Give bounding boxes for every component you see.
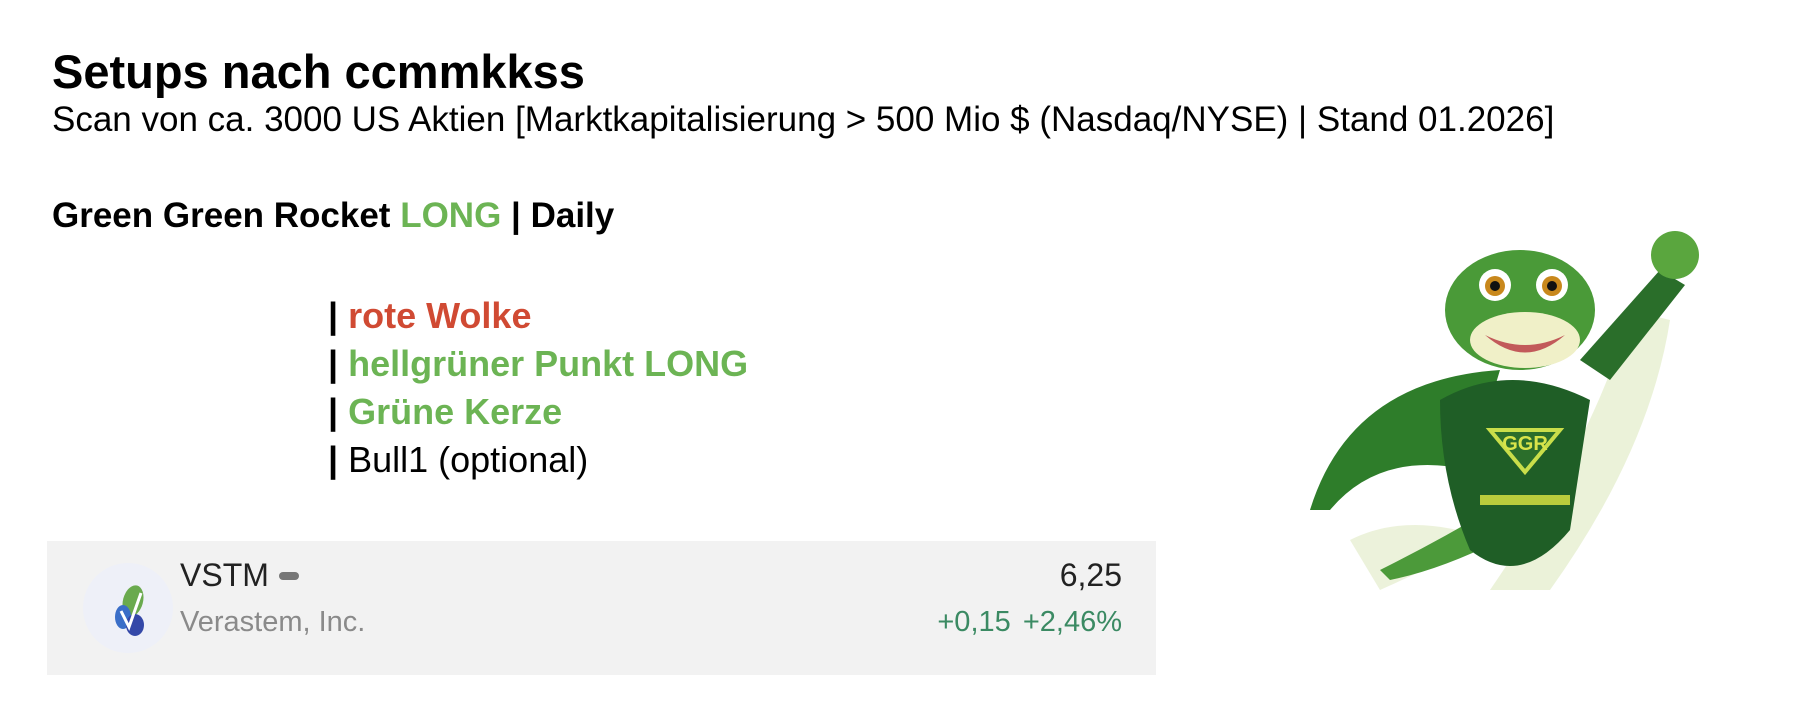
criteria-bar: | xyxy=(328,343,339,384)
mascot-badge-text: GGR xyxy=(1502,433,1548,455)
criteria-bar: | xyxy=(328,295,339,336)
change-absolute: +0,15 xyxy=(937,606,1011,638)
setup-heading: Green Green Rocket LONG | Daily xyxy=(52,196,614,236)
criteria-item: | hellgrüner Punkt LONG xyxy=(328,340,748,388)
page-subtitle: Scan von ca. 3000 US Aktien [Marktkapita… xyxy=(52,100,1555,139)
stock-price: 6,25 xyxy=(1059,557,1122,593)
dash-icon xyxy=(278,571,299,580)
criteria-bar: | xyxy=(328,439,339,480)
stock-ticker: VSTM xyxy=(180,557,269,593)
criteria-item: | rote Wolke xyxy=(328,292,748,340)
criteria-label: rote Wolke xyxy=(348,295,532,336)
page-title: Setups nach ccmmkkss xyxy=(52,45,585,98)
stock-ticker-row: VSTM xyxy=(180,557,299,594)
criteria-list: | rote Wolke | hellgrüner Punkt LONG | G… xyxy=(328,292,748,484)
criteria-label: hellgrüner Punkt LONG xyxy=(348,343,749,384)
company-name: Verastem, Inc. xyxy=(180,606,366,638)
stock-card[interactable]: VSTM Verastem, Inc. 6,25 +0,15 +2,46% xyxy=(47,541,1156,675)
setup-name: Green Green Rocket xyxy=(52,196,391,235)
setup-direction: LONG xyxy=(400,196,502,235)
crocodile-superhero-mascot-image: GGR xyxy=(1290,210,1740,630)
verastem-logo-icon xyxy=(83,563,173,653)
setup-separator: | xyxy=(511,196,521,235)
criteria-item: | Bull1 (optional) xyxy=(328,436,748,484)
criteria-item: | Grüne Kerze xyxy=(328,388,748,436)
stock-change: +0,15 +2,46% xyxy=(937,606,1122,639)
criteria-label: Grüne Kerze xyxy=(348,391,563,432)
change-percent: +2,46% xyxy=(1022,606,1122,638)
setup-timeframe: Daily xyxy=(530,196,615,235)
criteria-label: Bull1 (optional) xyxy=(348,439,589,480)
criteria-bar: | xyxy=(328,391,339,432)
